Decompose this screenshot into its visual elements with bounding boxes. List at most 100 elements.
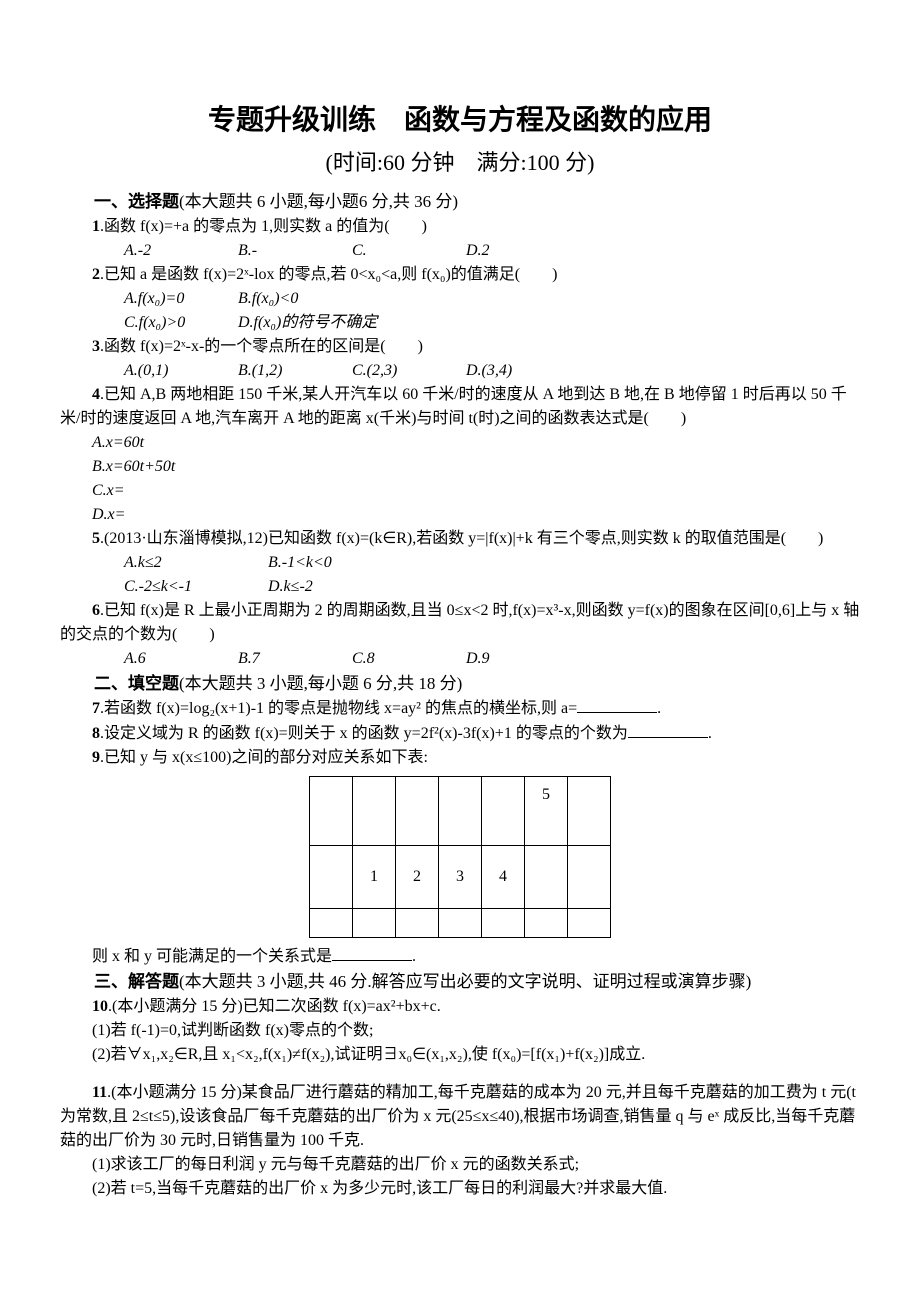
q4-opt-d: D.x= <box>60 503 860 527</box>
q8-num: 8 <box>92 725 100 742</box>
table-cell: 3 <box>439 846 482 909</box>
q9-text: 已知 y 与 x(x≤100)之间的部分对应关系如下表: <box>104 749 428 766</box>
q2-num: 2 <box>92 266 100 283</box>
q11-num: 11 <box>92 1084 107 1101</box>
q1-options: A.-2 B.- C. D.2 <box>60 239 860 263</box>
table-cell <box>396 777 439 846</box>
q7-text-a: 若函数 f(x)=log₂(x+1)-1 的零点是抛物线 x=ay² 的焦点的横… <box>104 700 577 717</box>
table-row: 1 2 3 4 <box>310 846 611 909</box>
q6-opt-b: B.7 <box>206 647 316 671</box>
q4-opt-a: A.x=60t <box>60 431 860 455</box>
table-cell <box>482 909 525 938</box>
q2-text: 已知 a 是函数 f(x)=2ˣ-lox 的零点,若 0<x₀<a,则 f(x₀… <box>104 266 557 283</box>
q11-sub2: (2)若 t=5,当每千克蘑菇的出厂价 x 为多少元时,该工厂每日的利润最大?并… <box>60 1177 860 1201</box>
q3-text: 函数 f(x)=2ˣ-x-的一个零点所在的区间是( ) <box>104 338 423 355</box>
q5-opt-c: C.-2≤k<-1 <box>92 575 232 599</box>
table-cell <box>310 846 353 909</box>
q4-stem: 4.已知 A,B 两地相距 150 千米,某人开汽车以 60 千米/时的速度从 … <box>60 383 860 431</box>
page-title: 专题升级训练 函数与方程及函数的应用 <box>60 100 860 142</box>
spacer <box>60 1067 860 1081</box>
table-cell <box>439 909 482 938</box>
q4-text: 已知 A,B 两地相距 150 千米,某人开汽车以 60 千米/时的速度从 A … <box>60 386 847 427</box>
q9-after-a: 则 x 和 y 可能满足的一个关系式是 <box>92 948 332 965</box>
q2-opt-a: A.f(x₀)=0 <box>92 287 202 311</box>
table-cell <box>525 909 568 938</box>
q6-opt-a: A.6 <box>92 647 202 671</box>
exam-page: 专题升级训练 函数与方程及函数的应用 (时间:60 分钟 满分:100 分) 一… <box>0 0 920 1261</box>
section-1-title: 一、选择题 <box>94 192 179 211</box>
q4-opt-c: C.x= <box>60 479 860 503</box>
q11-stem: 11.(本小题满分 15 分)某食品厂进行蘑菇的精加工,每千克蘑菇的成本为 20… <box>60 1081 860 1153</box>
q9-blank <box>332 944 412 961</box>
table-cell: 5 <box>525 777 568 846</box>
table-cell <box>396 909 439 938</box>
q7-num: 7 <box>92 700 100 717</box>
table-cell <box>439 777 482 846</box>
q1-opt-a: A.-2 <box>92 239 202 263</box>
table-row <box>310 909 611 938</box>
q3-opt-b: B.(1,2) <box>206 359 316 383</box>
section-3-info: (本大题共 3 小题,共 46 分.解答应写出必要的文字说明、证明过程或演算步骤… <box>179 972 751 991</box>
table-cell <box>353 777 396 846</box>
table-cell <box>353 909 396 938</box>
q5-opt-d: D.k≤-2 <box>236 575 346 599</box>
q10-num: 10 <box>92 998 108 1015</box>
table-cell <box>525 846 568 909</box>
q5-options-1: A.k≤2 B.-1<k<0 <box>60 551 860 575</box>
table-cell <box>568 777 611 846</box>
table-cell <box>568 909 611 938</box>
q1-stem: 1.函数 f(x)=+a 的零点为 1,则实数 a 的值为( ) <box>60 215 860 239</box>
q5-options-2: C.-2≤k<-1 D.k≤-2 <box>60 575 860 599</box>
q3-num: 3 <box>92 338 100 355</box>
q8-text-b: . <box>708 725 712 742</box>
q1-opt-b: B.- <box>206 239 316 263</box>
section-3-heading: 三、解答题(本大题共 3 小题,共 46 分.解答应写出必要的文字说明、证明过程… <box>60 969 860 995</box>
q9-num: 9 <box>92 749 100 766</box>
q9-stem: 9.已知 y 与 x(x≤100)之间的部分对应关系如下表: <box>60 746 860 770</box>
q1-opt-d: D.2 <box>434 239 544 263</box>
q8-text-a: 设定义域为 R 的函数 f(x)=则关于 x 的函数 y=2f²(x)-3f(x… <box>104 725 628 742</box>
q6-opt-c: C.8 <box>320 647 430 671</box>
q3-opt-d: D.(3,4) <box>434 359 544 383</box>
q10-sub2: (2)若∀x₁,x₂∈R,且 x₁<x₂,f(x₁)≠f(x₂),试证明∃x₀∈… <box>60 1043 860 1067</box>
q7-blank <box>577 696 657 713</box>
q3-stem: 3.函数 f(x)=2ˣ-x-的一个零点所在的区间是( ) <box>60 335 860 359</box>
q1-opt-c: C. <box>320 239 430 263</box>
section-3-title: 三、解答题 <box>94 972 179 991</box>
q11-text: (本小题满分 15 分)某食品厂进行蘑菇的精加工,每千克蘑菇的成本为 20 元,… <box>60 1084 856 1149</box>
q2-opt-c: C.f(x₀)>0 <box>92 311 202 335</box>
table-cell: 1 <box>353 846 396 909</box>
q2-opt-b: B.f(x₀)<0 <box>206 287 316 311</box>
table-cell: 2 <box>396 846 439 909</box>
q8-blank <box>628 721 708 738</box>
q7-stem: 7.若函数 f(x)=log₂(x+1)-1 的零点是抛物线 x=ay² 的焦点… <box>60 696 860 721</box>
table-cell <box>482 777 525 846</box>
q5-num: 5 <box>92 530 100 547</box>
q11-sub1: (1)求该工厂的每日利润 y 元与每千克蘑菇的出厂价 x 元的函数关系式; <box>60 1153 860 1177</box>
q2-opt-d: D.f(x₀)的符号不确定 <box>206 311 406 335</box>
q6-num: 6 <box>92 602 100 619</box>
q6-text: 已知 f(x)是 R 上最小正周期为 2 的周期函数,且当 0≤x<2 时,f(… <box>60 602 859 643</box>
q1-num: 1 <box>92 218 100 235</box>
q5-opt-a: A.k≤2 <box>92 551 232 575</box>
q8-stem: 8. 设定义域为 R 的函数 f(x)=则关于 x 的函数 y=2f²(x)-3f… <box>60 721 860 746</box>
q3-options: A.(0,1) B.(1,2) C.(2,3) D.(3,4) <box>60 359 860 383</box>
page-subtitle: (时间:60 分钟 满分:100 分) <box>60 146 860 179</box>
q6-options: A.6 B.7 C.8 D.9 <box>60 647 860 671</box>
q6-stem: 6.已知 f(x)是 R 上最小正周期为 2 的周期函数,且当 0≤x<2 时,… <box>60 599 860 647</box>
section-2-heading: 二、填空题(本大题共 3 小题,每小题 6 分,共 18 分) <box>60 671 860 697</box>
q10-stem: 10.(本小题满分 15 分)已知二次函数 f(x)=ax²+bx+c. <box>60 995 860 1019</box>
q9-table: 5 1 2 3 4 <box>309 776 611 938</box>
table-cell <box>310 909 353 938</box>
q5-text: (2013·山东淄博模拟,12)已知函数 f(x)=(k∈R),若函数 y=|f… <box>104 530 823 547</box>
table-cell: 4 <box>482 846 525 909</box>
q10-text: (本小题满分 15 分)已知二次函数 f(x)=ax²+bx+c. <box>112 998 441 1015</box>
q2-stem: 2.已知 a 是函数 f(x)=2ˣ-lox 的零点,若 0<x₀<a,则 f(… <box>60 263 860 287</box>
q4-opt-b: B.x=60t+50t <box>60 455 860 479</box>
q4-num: 4 <box>92 386 100 403</box>
q2-options-2: C.f(x₀)>0 D.f(x₀)的符号不确定 <box>60 311 860 335</box>
section-1-info: (本大题共 6 小题,每小题6 分,共 36 分) <box>179 192 458 211</box>
section-1-heading: 一、选择题(本大题共 6 小题,每小题6 分,共 36 分) <box>60 189 860 215</box>
section-2-info: (本大题共 3 小题,每小题 6 分,共 18 分) <box>179 674 462 693</box>
q2-options-1: A.f(x₀)=0 B.f(x₀)<0 <box>60 287 860 311</box>
